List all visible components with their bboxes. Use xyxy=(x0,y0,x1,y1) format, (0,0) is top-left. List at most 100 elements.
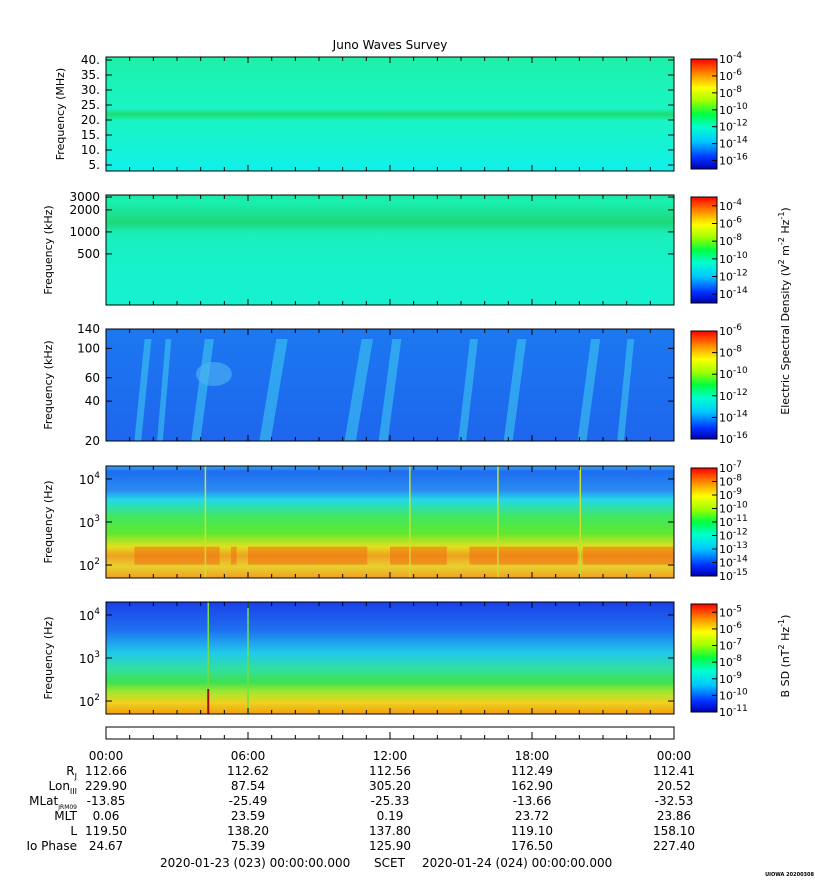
y-axis-title: Frequency (Hz) xyxy=(42,481,55,564)
ephemeris-value: 112.56 xyxy=(369,764,411,778)
ephemeris-value: 23.72 xyxy=(515,809,549,823)
chart-title: Juno Waves Survey xyxy=(332,38,448,52)
ephemeris-value: -13.66 xyxy=(513,794,552,808)
ephemeris-value: 112.41 xyxy=(653,764,695,778)
radio-burst xyxy=(503,339,527,441)
ephemeris-value: 229.90 xyxy=(85,779,127,793)
y-tick-label: 5. xyxy=(89,158,100,172)
colorbar-tick-label: 10-12 xyxy=(719,528,748,543)
colorbar-title-magnetic: B SD (nT2 Hz-1) xyxy=(777,615,792,698)
colorbar-tick-label: 10-10 xyxy=(719,366,748,381)
colorbar-tick-label: 10-16 xyxy=(719,153,748,168)
time-range-end: 2020-01-24 (024) 00:00:00.000 xyxy=(422,856,612,870)
y-tick-label: 3000 xyxy=(69,190,100,204)
y-tick-label: 103 xyxy=(79,514,100,530)
ephemeris-value: -13.85 xyxy=(87,794,126,808)
y-tick-label: 104 xyxy=(79,471,100,487)
hot-band xyxy=(248,546,368,565)
ephemeris-value: 138.20 xyxy=(227,824,269,838)
spectrogram-5 xyxy=(106,602,674,714)
y-tick-label: 1000 xyxy=(69,225,100,239)
ephemeris-label: MLT xyxy=(54,809,77,823)
y-tick-label: 102 xyxy=(79,557,100,573)
colorbar-tick-label: 10-8 xyxy=(719,233,742,248)
radio-burst xyxy=(344,339,373,441)
colorbar-tick-label: 10-11 xyxy=(719,514,748,529)
colorbar-tick-label: 10-8 xyxy=(719,474,742,489)
radio-burst xyxy=(577,339,601,441)
y-tick-label: 104 xyxy=(79,607,100,623)
y-tick-label: 25. xyxy=(81,98,100,112)
colorbar-tick-label: 10-8 xyxy=(719,654,742,669)
x-tick-label: 00:00 xyxy=(657,749,692,763)
ephemeris-value: 0.06 xyxy=(93,809,120,823)
ephemeris-value: 125.90 xyxy=(369,839,411,853)
y-axis-title: Frequency (Hz) xyxy=(42,617,55,700)
hot-band xyxy=(469,546,578,565)
ephemeris-value: 87.54 xyxy=(231,779,265,793)
colorbar-title-electric: Electric Spectral Density (V2 m-2 Hz-1) xyxy=(777,207,792,414)
ephemeris-value: 137.80 xyxy=(369,824,411,838)
colorbar-tick-label: 10-6 xyxy=(719,216,742,231)
y-tick-label: 140 xyxy=(77,322,100,336)
panel-3: 140 100 60 40 20 Frequency (kHz) 10-6 10-8 10-10… xyxy=(42,322,748,448)
ephemeris-value: 75.39 xyxy=(231,839,265,853)
colorbar-tick-label: 10-10 xyxy=(719,251,748,266)
colorbar-tick-label: 10-7 xyxy=(719,460,742,475)
hot-band xyxy=(134,546,220,565)
radio-burst xyxy=(378,339,402,441)
x-tick-label: 12:00 xyxy=(373,749,408,763)
colorbar-tick-label: 10-16 xyxy=(719,431,748,446)
hot-band xyxy=(583,546,674,565)
y-tick-label: 2000 xyxy=(69,203,100,217)
y-tick-label: 15. xyxy=(81,128,100,142)
colorbar-tick-label: 10-6 xyxy=(719,323,742,338)
panel-4: 104 103 102 Frequency (Hz) 10-710-810-910-10… xyxy=(42,460,748,583)
y-axis-title: Frequency (MHz) xyxy=(54,68,67,160)
y-tick-label: 500 xyxy=(77,247,100,261)
colorbar-tick-label: 10-10 xyxy=(719,102,748,117)
hot-band xyxy=(230,546,237,565)
ephemeris-label: MLatJRM09 xyxy=(29,794,77,811)
panel-1: 40.35.30.25.20.15.10.5. Frequency (MHz) 10… xyxy=(54,51,748,172)
colorbar-5 xyxy=(690,603,718,713)
time-range-start: 2020-01-23 (023) 00:00:00.000 xyxy=(160,856,350,870)
hot-band xyxy=(390,546,447,565)
x-tick-label: 06:00 xyxy=(231,749,266,763)
ephemeris-value: -25.49 xyxy=(229,794,268,808)
y-tick-label: 35. xyxy=(81,68,100,82)
y-tick-label: 20 xyxy=(85,434,100,448)
colorbar-tick-label: 10-12 xyxy=(719,269,748,284)
panel-5: 104 103 102 Frequency (Hz) 10-5 10-6 10-710-8 1… xyxy=(42,601,748,719)
y-tick-label: 100 xyxy=(77,341,100,355)
ephemeris-value: 23.86 xyxy=(657,809,691,823)
x-tick-label: 18:00 xyxy=(515,749,550,763)
ephemeris-value: 112.66 xyxy=(85,764,127,778)
colorbar-tick-label: 10-9 xyxy=(719,487,742,502)
y-tick-label: 20. xyxy=(81,113,100,127)
colorbar-tick-label: 10-13 xyxy=(719,541,748,556)
ephemeris-label: Io Phase xyxy=(26,839,77,853)
colorbar-tick-label: 10-14 xyxy=(719,286,748,301)
ephemeris-value: 23.59 xyxy=(231,809,265,823)
colorbar-tick-label: 10-14 xyxy=(719,409,748,424)
colorbar-tick-label: 10-14 xyxy=(719,136,748,151)
y-tick-label: 40. xyxy=(81,53,100,67)
colorbar-1 xyxy=(690,58,718,170)
ephemeris-value: -25.33 xyxy=(371,794,410,808)
y-tick-label: 102 xyxy=(79,693,100,709)
y-tick-label: 10. xyxy=(81,143,100,157)
y-tick-label: 30. xyxy=(81,83,100,97)
ephemeris-value: 20.52 xyxy=(657,779,691,793)
emission-patch xyxy=(195,362,232,386)
ephemeris-value: 24.67 xyxy=(89,839,123,853)
y-tick-label: 103 xyxy=(79,650,100,666)
colorbar-tick-label: 10-8 xyxy=(719,85,742,100)
colorbar-tick-label: 10-15 xyxy=(719,568,748,583)
ephemeris-value: 112.49 xyxy=(511,764,553,778)
colorbar-tick-label: 10-10 xyxy=(719,687,748,702)
radio-burst xyxy=(157,339,172,441)
spectrogram-2 xyxy=(106,195,674,305)
colorbar-tick-label: 10-12 xyxy=(719,119,748,134)
